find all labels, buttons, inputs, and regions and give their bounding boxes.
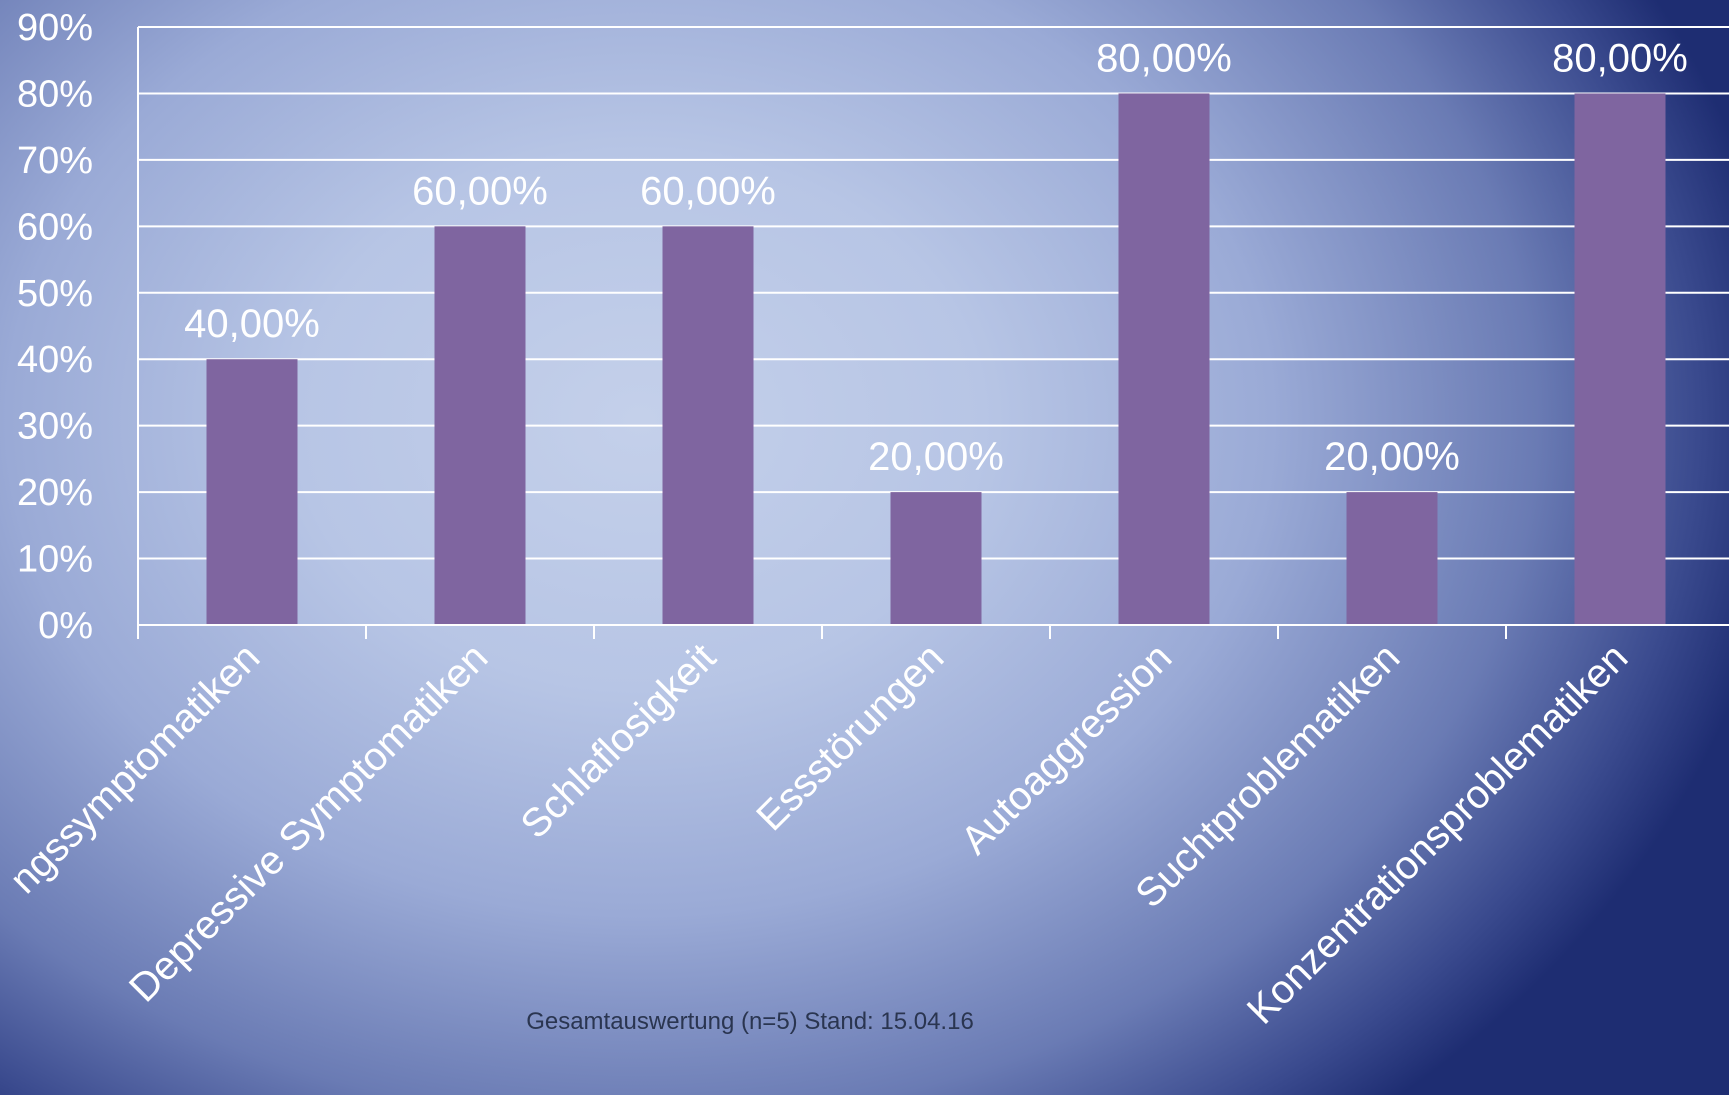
y-tick-label: 70% bbox=[17, 140, 93, 182]
category-label: Autoaggression bbox=[953, 635, 1181, 863]
y-tick-label: 30% bbox=[17, 406, 93, 448]
bar bbox=[1118, 93, 1210, 625]
bar bbox=[890, 492, 982, 625]
data-label: 20,00% bbox=[1324, 435, 1460, 479]
y-tick-label: 40% bbox=[17, 339, 93, 381]
y-tick-label: 20% bbox=[17, 472, 93, 514]
data-label: 60,00% bbox=[640, 169, 776, 213]
y-tick-label: 0% bbox=[38, 605, 93, 647]
chart-footnote: Gesamtauswertung (n=5) Stand: 15.04.16 bbox=[526, 1008, 974, 1035]
y-axis-tick-labels: 0% 10% 20% 30% 40% 50% 60% 70% 80% 90% bbox=[17, 7, 93, 647]
category-label: Konzentrationsproblematiken bbox=[1239, 635, 1636, 1032]
bar bbox=[1574, 93, 1666, 625]
y-tick-label: 50% bbox=[17, 273, 93, 315]
gridlines bbox=[138, 26, 1729, 626]
category-label: Schlaflosigkeit bbox=[512, 635, 724, 847]
y-tick-label: 80% bbox=[17, 73, 93, 115]
data-label: 40,00% bbox=[184, 302, 320, 346]
y-tick-label: 10% bbox=[17, 539, 93, 581]
bars bbox=[206, 93, 1666, 626]
category-label: Essstörungen bbox=[748, 635, 952, 839]
category-label: ngssymptomatiken bbox=[1, 635, 268, 902]
data-label: 80,00% bbox=[1552, 36, 1688, 80]
bar bbox=[206, 359, 298, 625]
bar bbox=[434, 226, 526, 626]
y-tick-label: 60% bbox=[17, 206, 93, 248]
axes bbox=[137, 27, 1729, 639]
bar bbox=[662, 226, 754, 626]
data-label: 20,00% bbox=[868, 435, 1004, 479]
data-label: 60,00% bbox=[412, 169, 548, 213]
data-label: 80,00% bbox=[1096, 36, 1232, 80]
y-tick-label: 90% bbox=[17, 7, 93, 49]
bar bbox=[1346, 492, 1438, 625]
data-labels: 40,00% 60,00% 60,00% 20,00% 80,00% 20,00% 80,0… bbox=[184, 36, 1688, 479]
category-label: Depressive Symptomatiken bbox=[121, 635, 496, 1010]
